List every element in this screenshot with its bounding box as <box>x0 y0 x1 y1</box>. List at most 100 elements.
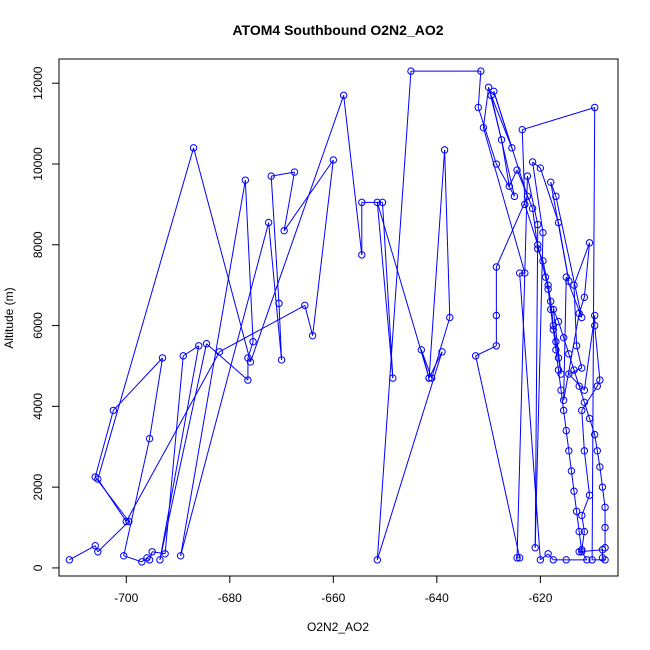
data-point <box>515 269 524 277</box>
series-layer <box>65 67 609 566</box>
series-line-segment <box>537 244 547 278</box>
series-line-segment <box>576 345 583 369</box>
data-point <box>378 198 387 207</box>
y-tick-label: 6000 <box>31 312 45 339</box>
data-point <box>547 305 555 314</box>
data-point <box>544 285 552 293</box>
data-point <box>580 447 589 455</box>
data-point <box>591 103 599 112</box>
data-point <box>578 364 586 372</box>
series-line-segment <box>532 161 544 233</box>
series-line-segment <box>519 273 541 560</box>
data-point <box>479 123 488 132</box>
data-point <box>156 556 164 564</box>
data-point <box>264 218 273 227</box>
series-line-segment <box>250 95 345 363</box>
series-line-segment <box>206 343 249 381</box>
series-line-segment <box>563 277 567 401</box>
series-line-segment <box>381 202 394 379</box>
y-tick-label: 2000 <box>31 473 45 500</box>
series-line-segment <box>581 385 598 411</box>
data-point <box>591 311 599 320</box>
data-point <box>591 430 599 439</box>
series-line-segment <box>312 159 334 336</box>
data-point <box>301 301 309 310</box>
data-point <box>544 550 552 558</box>
series-line-segment <box>488 87 503 140</box>
data-point <box>358 251 366 259</box>
series-line-segment <box>152 551 166 555</box>
data-point <box>122 517 130 526</box>
data-point <box>591 321 599 330</box>
x-tick-label: -640 <box>425 591 449 605</box>
x-axis-title: O2N2_AO2 <box>307 620 369 634</box>
data-point <box>534 245 542 253</box>
data-point <box>534 220 542 229</box>
series-line-segment <box>244 180 254 342</box>
data-point <box>601 523 609 532</box>
data-point <box>549 556 558 564</box>
data-point <box>580 293 589 302</box>
series-line-segment <box>522 106 595 131</box>
data-point <box>570 366 578 374</box>
series-line-segment <box>123 438 151 556</box>
series-line-segment <box>524 204 539 245</box>
data-point <box>523 172 532 180</box>
data-point <box>578 548 586 556</box>
series-line-segment <box>444 149 451 318</box>
data-point <box>557 386 565 394</box>
data-point <box>215 348 224 356</box>
series-line-segment <box>493 91 528 197</box>
data-point <box>601 503 609 512</box>
series-line-segment <box>526 176 539 225</box>
data-point <box>580 386 589 394</box>
data-point <box>427 374 436 382</box>
data-point <box>249 338 257 346</box>
series-line-segment <box>475 355 521 558</box>
series-line-segment <box>97 478 127 522</box>
series-line-segment <box>180 180 246 556</box>
data-point <box>534 241 542 249</box>
series-line-segment <box>542 260 549 286</box>
series-line-segment <box>376 202 430 379</box>
series-line-segment <box>495 163 515 197</box>
series-line-segment <box>579 549 603 553</box>
x-tick-label: -660 <box>321 591 345 605</box>
series-line-segment <box>477 107 497 165</box>
series-line-segment <box>516 169 534 209</box>
data-point <box>575 382 583 390</box>
data-point <box>552 338 560 346</box>
y-axis-title: Altitude (m) <box>2 287 16 348</box>
data-point <box>91 542 99 550</box>
series-line-segment <box>304 305 314 336</box>
series-line-segment <box>146 557 150 561</box>
series-line-segment <box>540 553 549 561</box>
data-point <box>539 257 547 265</box>
data-point <box>510 192 519 201</box>
data-point <box>549 325 558 334</box>
data-point <box>547 178 555 186</box>
data-point <box>487 91 495 100</box>
data-point <box>125 517 133 526</box>
data-point <box>554 354 563 362</box>
series-line-segment <box>552 309 559 322</box>
data-point <box>94 548 102 556</box>
data-point <box>596 463 604 471</box>
data-point <box>554 317 563 326</box>
data-point <box>513 554 521 562</box>
data-point <box>544 281 552 289</box>
data-point <box>471 352 480 360</box>
data-point <box>179 352 187 360</box>
x-tick-label: -700 <box>114 591 138 605</box>
data-point <box>541 273 550 281</box>
series-line-segment <box>550 301 554 326</box>
data-point <box>490 87 498 96</box>
data-point <box>575 527 583 536</box>
series-line-segment <box>69 545 96 561</box>
data-point <box>290 168 299 176</box>
series-line-segment <box>376 351 443 560</box>
data-point <box>492 311 501 320</box>
series-line-segment <box>159 345 200 560</box>
data-point <box>523 192 532 201</box>
data-point <box>549 305 558 314</box>
